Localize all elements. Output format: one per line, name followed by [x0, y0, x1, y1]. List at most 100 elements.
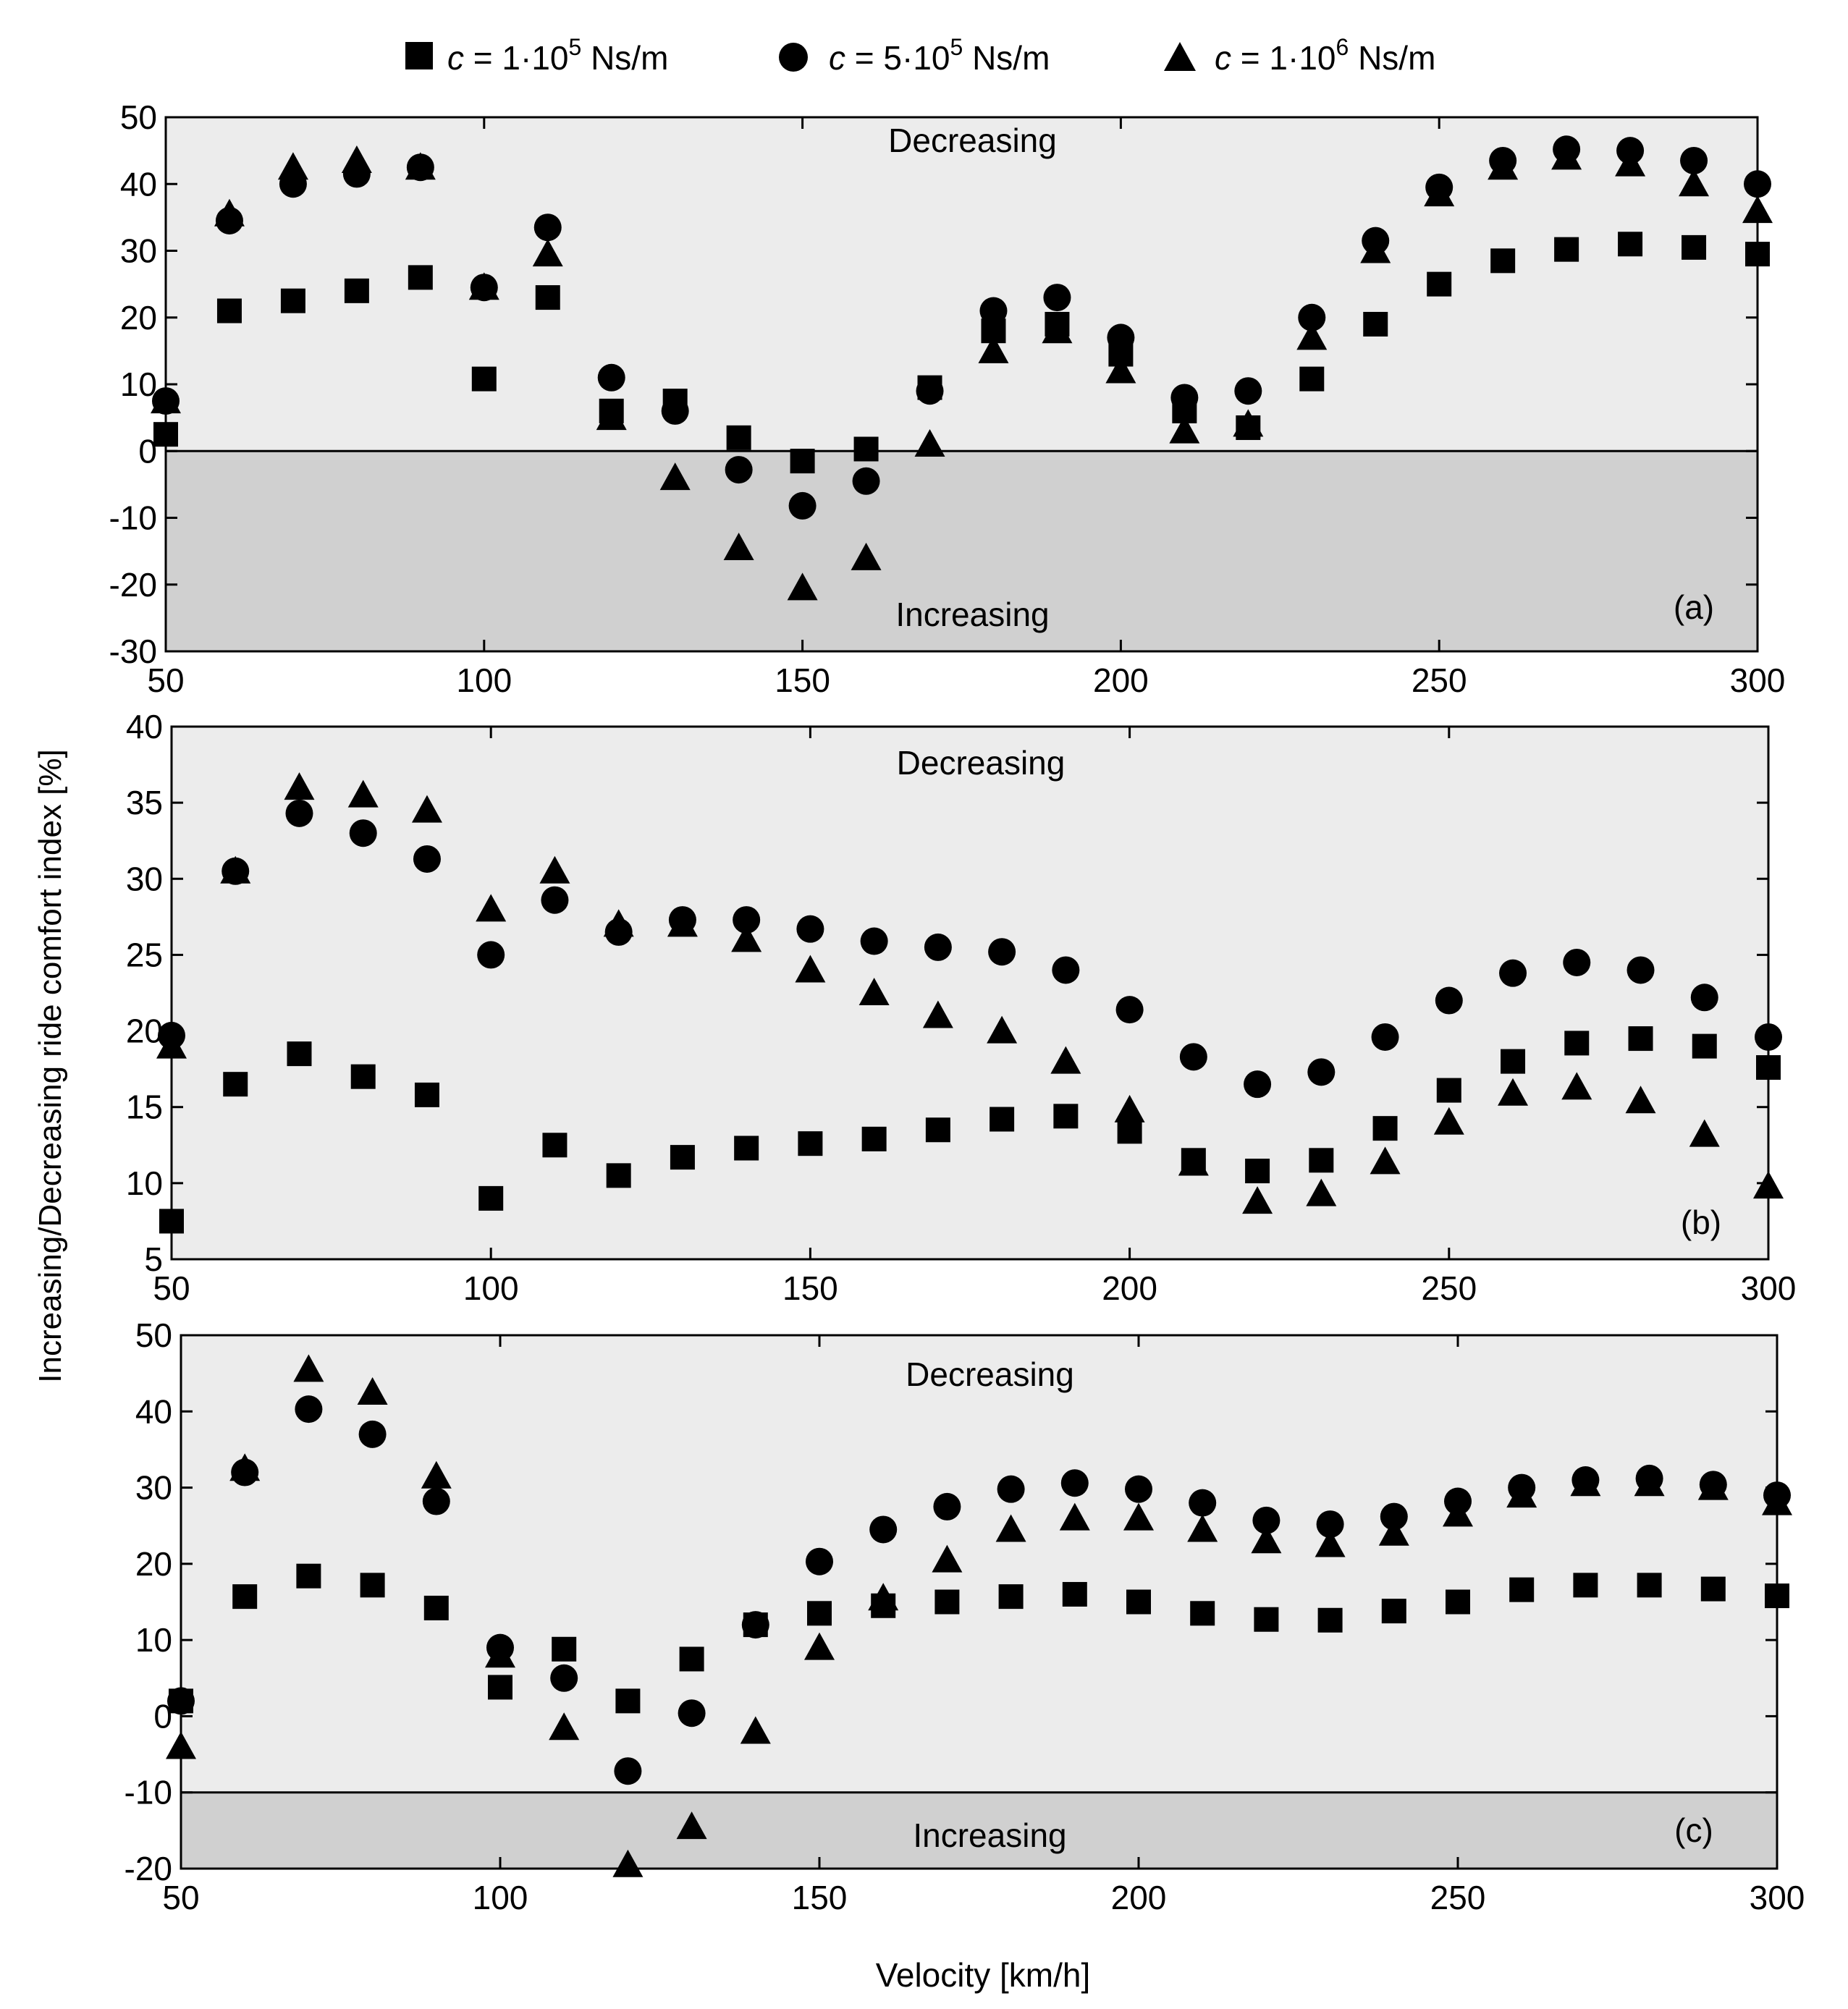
data-point-square	[153, 422, 178, 447]
data-point-square	[1564, 1031, 1590, 1056]
data-point-square	[1765, 1583, 1789, 1609]
data-point-triangle	[1123, 1502, 1154, 1531]
region-label-increasing: Increasing	[913, 1816, 1066, 1854]
panel-tag: (b)	[1681, 1204, 1721, 1241]
data-point-circle	[285, 799, 313, 827]
data-point-square	[223, 1072, 248, 1097]
y-tick-label: -20	[109, 566, 157, 604]
data-point-triangle	[851, 542, 882, 570]
data-point-square	[1372, 1116, 1398, 1141]
data-point-triangle	[723, 533, 754, 561]
data-point-triangle	[659, 462, 691, 491]
data-point-square	[861, 1126, 887, 1151]
data-point-circle	[1680, 146, 1708, 174]
y-tick-label: 50	[135, 1316, 172, 1354]
panel-c: 50 100 150 200 250 300-20-1001020304050Decrea…	[125, 1316, 1805, 1916]
data-point-triangle	[214, 198, 245, 227]
data-point-square	[726, 425, 751, 450]
data-point-triangle	[1242, 1186, 1273, 1214]
data-point-circle	[661, 397, 689, 425]
data-point-circle	[869, 1515, 898, 1544]
data-point-circle	[1316, 1510, 1344, 1539]
data-point-circle	[1043, 284, 1071, 312]
data-point-square	[414, 1082, 439, 1107]
legend-triangle-marker	[1164, 42, 1196, 71]
x-tick-label: 50	[162, 1879, 199, 1916]
data-point-square	[1446, 1589, 1470, 1615]
data-point-triangle	[1488, 152, 1519, 180]
x-tick-label: 250	[1421, 1269, 1477, 1307]
data-point-square	[853, 436, 879, 462]
data-point-triangle	[978, 335, 1009, 363]
data-point-circle	[733, 906, 761, 934]
data-point-triangle	[532, 239, 563, 267]
data-point-triangle	[166, 1731, 196, 1759]
x-tick-label: 200	[1111, 1879, 1167, 1916]
region-label-decreasing: Decreasing	[906, 1355, 1074, 1393]
region-label-decreasing: Decreasing	[888, 122, 1057, 159]
data-point-triangle	[1306, 1178, 1337, 1206]
y-tick-label: 10	[126, 1164, 163, 1202]
data-point-circle	[788, 491, 817, 520]
y-tick-label: 50	[120, 98, 157, 136]
data-point-circle	[997, 1475, 1025, 1503]
data-point-triangle	[1753, 1171, 1784, 1199]
x-tick-label: 150	[792, 1879, 848, 1916]
data-point-circle	[1244, 1070, 1272, 1099]
data-point-circle	[295, 1395, 323, 1424]
data-point-square	[1501, 1049, 1526, 1074]
data-point-circle	[1179, 1043, 1207, 1071]
data-point-triangle	[795, 955, 826, 983]
legend: c = 1·105 Ns/m c = 5·105 Ns/m c = 1·106 …	[405, 34, 1435, 77]
data-point-square	[1745, 242, 1770, 267]
data-point-triangle	[1105, 355, 1136, 384]
data-point-circle	[1298, 303, 1326, 331]
x-tick-label: 200	[1093, 661, 1149, 699]
data-point-triangle	[1689, 1119, 1720, 1147]
data-point-square	[1245, 1159, 1270, 1184]
data-point-square	[1062, 1581, 1087, 1607]
data-point-triangle	[1762, 1487, 1792, 1515]
data-point-triangle	[539, 855, 570, 884]
x-tick-label: 300	[1730, 661, 1786, 699]
data-point-square	[1309, 1148, 1334, 1173]
y-tick-label: 25	[126, 936, 163, 973]
y-tick-label: 10	[135, 1621, 172, 1659]
data-point-triangle	[485, 1640, 515, 1668]
data-point-triangle	[1679, 169, 1710, 197]
y-tick-label: -10	[109, 499, 157, 537]
data-point-square	[552, 1636, 577, 1662]
legend-item-text: c = 1·106 Ns/m	[1215, 34, 1435, 77]
data-point-circle	[1690, 984, 1718, 1012]
data-point-square	[1053, 1104, 1079, 1129]
x-tick-label: 250	[1430, 1879, 1486, 1916]
data-point-square	[423, 1595, 449, 1620]
data-point-triangle	[151, 386, 181, 414]
data-point-square	[478, 1185, 504, 1211]
panel-a: 50 100 150 200 250 300-30-20-1001020304050Dec…	[109, 98, 1786, 699]
data-point-triangle	[341, 145, 372, 173]
data-point-circle	[1189, 1489, 1217, 1517]
data-point-triangle	[603, 909, 634, 937]
data-point-triangle	[549, 1712, 580, 1741]
data-point-triangle	[1506, 1480, 1537, 1508]
data-point-square	[1756, 1055, 1781, 1080]
data-point-triangle	[277, 152, 308, 180]
data-point-triangle	[220, 855, 251, 884]
data-point-circle	[933, 1492, 961, 1521]
x-tick-label: 300	[1741, 1269, 1797, 1307]
data-point-circle	[1052, 956, 1080, 984]
y-tick-label: -30	[109, 633, 157, 670]
data-point-circle	[1380, 1502, 1408, 1531]
decreasing-region	[181, 1335, 1777, 1869]
y-tick-label: 20	[135, 1545, 172, 1583]
data-point-circle	[1252, 1506, 1280, 1534]
data-point-square	[408, 265, 433, 290]
x-tick-label: 250	[1412, 661, 1467, 699]
y-tick-label: 35	[126, 784, 163, 821]
legend-square-marker	[405, 42, 433, 69]
data-point-triangle	[284, 772, 315, 800]
data-point-square	[790, 449, 815, 474]
data-point-triangle	[868, 1583, 899, 1611]
